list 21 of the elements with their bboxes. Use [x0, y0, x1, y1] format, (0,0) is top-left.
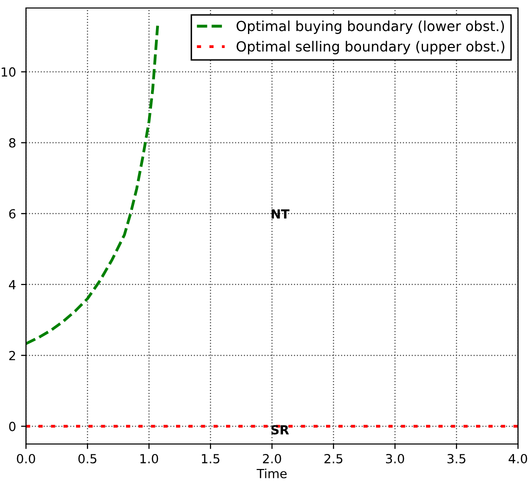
- x-tick-label: 3.5: [448, 454, 466, 464]
- y-tick-label: 6: [9, 209, 16, 219]
- x-tick-label: 2.5: [324, 454, 342, 464]
- x-tick-label: 1.5: [202, 454, 220, 464]
- annotation: SR: [271, 425, 289, 435]
- y-tick-label: 0: [9, 422, 16, 432]
- legend-label: Optimal buying boundary (lower obst.): [236, 20, 504, 34]
- legend-label: Optimal selling boundary (upper obst.): [236, 40, 504, 54]
- x-axis-title: Time: [256, 468, 287, 478]
- line-series: [26, 24, 159, 346]
- x-tick-label: 4.0: [508, 454, 528, 464]
- x-tick-label: 1.0: [140, 454, 158, 464]
- y-tick-label: 2: [9, 350, 16, 360]
- y-tick-label: 4: [8, 280, 16, 290]
- y-tick-label: 10: [2, 67, 16, 77]
- x-tick-label: 0.5: [78, 454, 96, 464]
- x-tick-label: 3.0: [386, 454, 404, 464]
- annotation: NT: [272, 209, 290, 219]
- x-tick-label: 2.0: [262, 454, 282, 464]
- y-tick-label: 8: [9, 138, 16, 148]
- x-tick-label: 0.0: [16, 454, 36, 464]
